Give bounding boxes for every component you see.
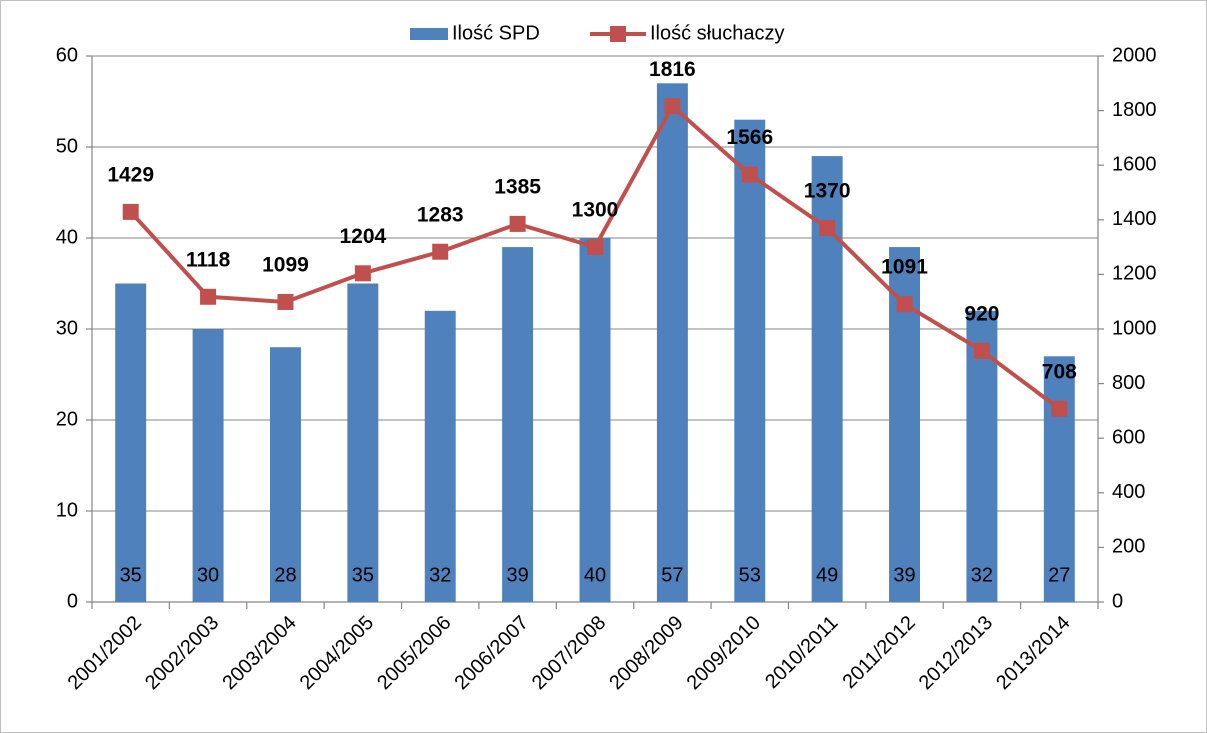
y2-tick-label: 1000 xyxy=(1112,317,1157,339)
line-value-label: 1099 xyxy=(262,254,309,277)
y-tick-label: 0 xyxy=(67,590,78,612)
bar-value-label: 30 xyxy=(197,564,219,586)
bar-value-label: 35 xyxy=(352,564,374,586)
y2-tick-label: 0 xyxy=(1112,590,1123,612)
legend-label: Ilość SPD xyxy=(452,22,540,44)
line-value-label: 1429 xyxy=(107,163,154,186)
line-marker xyxy=(432,243,449,260)
bar-value-label: 39 xyxy=(893,564,915,586)
legend-swatch xyxy=(410,28,448,40)
x-tick-label: 2012/2013 xyxy=(915,612,997,694)
x-tick-label: 2009/2010 xyxy=(683,612,765,694)
bar xyxy=(424,310,456,602)
bar-value-label: 40 xyxy=(584,564,606,586)
bar-value-label: 35 xyxy=(120,564,142,586)
bar-value-label: 27 xyxy=(1048,564,1070,586)
y-tick-label: 20 xyxy=(56,408,78,430)
y2-tick-label: 1200 xyxy=(1112,263,1157,285)
y2-tick-label: 2000 xyxy=(1112,44,1157,66)
x-tick-label: 2008/2009 xyxy=(605,612,687,694)
x-tick-label: 2010/2011 xyxy=(761,612,842,693)
line-marker xyxy=(973,342,990,359)
y2-tick-label: 200 xyxy=(1112,536,1145,558)
line-marker xyxy=(122,203,139,220)
line-marker xyxy=(587,239,603,256)
line-value-label: 1300 xyxy=(572,199,619,222)
x-tick-label: 2013/2014 xyxy=(992,612,1074,694)
bar-value-label: 28 xyxy=(274,564,296,586)
line-marker xyxy=(896,296,913,313)
line-marker xyxy=(664,98,681,115)
x-tick-label: 2005/2006 xyxy=(373,612,455,694)
line-marker xyxy=(509,215,526,232)
bar xyxy=(579,238,611,602)
line-value-label: 1370 xyxy=(804,180,851,203)
line-marker xyxy=(277,293,294,310)
x-tick-label: 2004/2005 xyxy=(296,612,378,694)
x-tick-label: 2003/2004 xyxy=(218,612,300,694)
y-tick-label: 10 xyxy=(56,499,78,521)
y2-tick-label: 1600 xyxy=(1112,153,1157,175)
line-value-label: 920 xyxy=(964,302,999,325)
line-value-label: 1283 xyxy=(417,203,464,226)
y2-tick-label: 400 xyxy=(1112,481,1145,503)
line-marker xyxy=(354,265,371,282)
bar xyxy=(734,119,766,602)
y-tick-label: 30 xyxy=(56,317,78,339)
x-tick-label: 2011/2012 xyxy=(838,612,919,693)
y-tick-label: 50 xyxy=(56,135,78,157)
line-value-label: 1091 xyxy=(881,256,928,279)
x-tick-label: 2006/2007 xyxy=(450,612,532,694)
bar xyxy=(502,247,534,602)
bar-value-label: 57 xyxy=(661,564,683,586)
line-value-label: 1816 xyxy=(649,58,696,81)
y-tick-label: 60 xyxy=(56,44,78,66)
bar xyxy=(1043,356,1075,602)
bar xyxy=(347,283,379,602)
line-value-label: 1566 xyxy=(726,126,773,149)
legend-label: Ilość słuchaczy xyxy=(650,22,785,44)
line-value-label: 708 xyxy=(1042,360,1077,383)
bar xyxy=(269,347,301,602)
bar-value-label: 32 xyxy=(429,564,451,586)
bar-value-label: 32 xyxy=(971,564,993,586)
bar-value-label: 49 xyxy=(816,564,838,586)
y2-tick-label: 800 xyxy=(1112,372,1145,394)
y-tick-label: 40 xyxy=(56,226,78,248)
bar-value-label: 39 xyxy=(506,564,528,586)
line-marker xyxy=(819,219,836,236)
line-value-label: 1385 xyxy=(494,175,541,198)
bar-value-label: 53 xyxy=(739,564,761,586)
legend-marker xyxy=(610,26,626,42)
bar xyxy=(115,283,147,602)
line-marker xyxy=(1051,400,1068,417)
line-value-label: 1204 xyxy=(339,225,386,248)
line-value-label: 1118 xyxy=(186,248,231,271)
bar xyxy=(656,83,688,603)
x-tick-label: 2002/2003 xyxy=(141,612,223,694)
line-marker xyxy=(200,288,217,305)
y2-tick-label: 600 xyxy=(1112,426,1145,448)
bar xyxy=(192,329,224,602)
y2-tick-label: 1800 xyxy=(1112,99,1157,121)
y2-tick-label: 1400 xyxy=(1112,208,1157,230)
x-tick-label: 2001/2002 xyxy=(64,612,146,694)
x-tick-label: 2007/2008 xyxy=(528,612,610,694)
line-marker xyxy=(741,166,758,183)
